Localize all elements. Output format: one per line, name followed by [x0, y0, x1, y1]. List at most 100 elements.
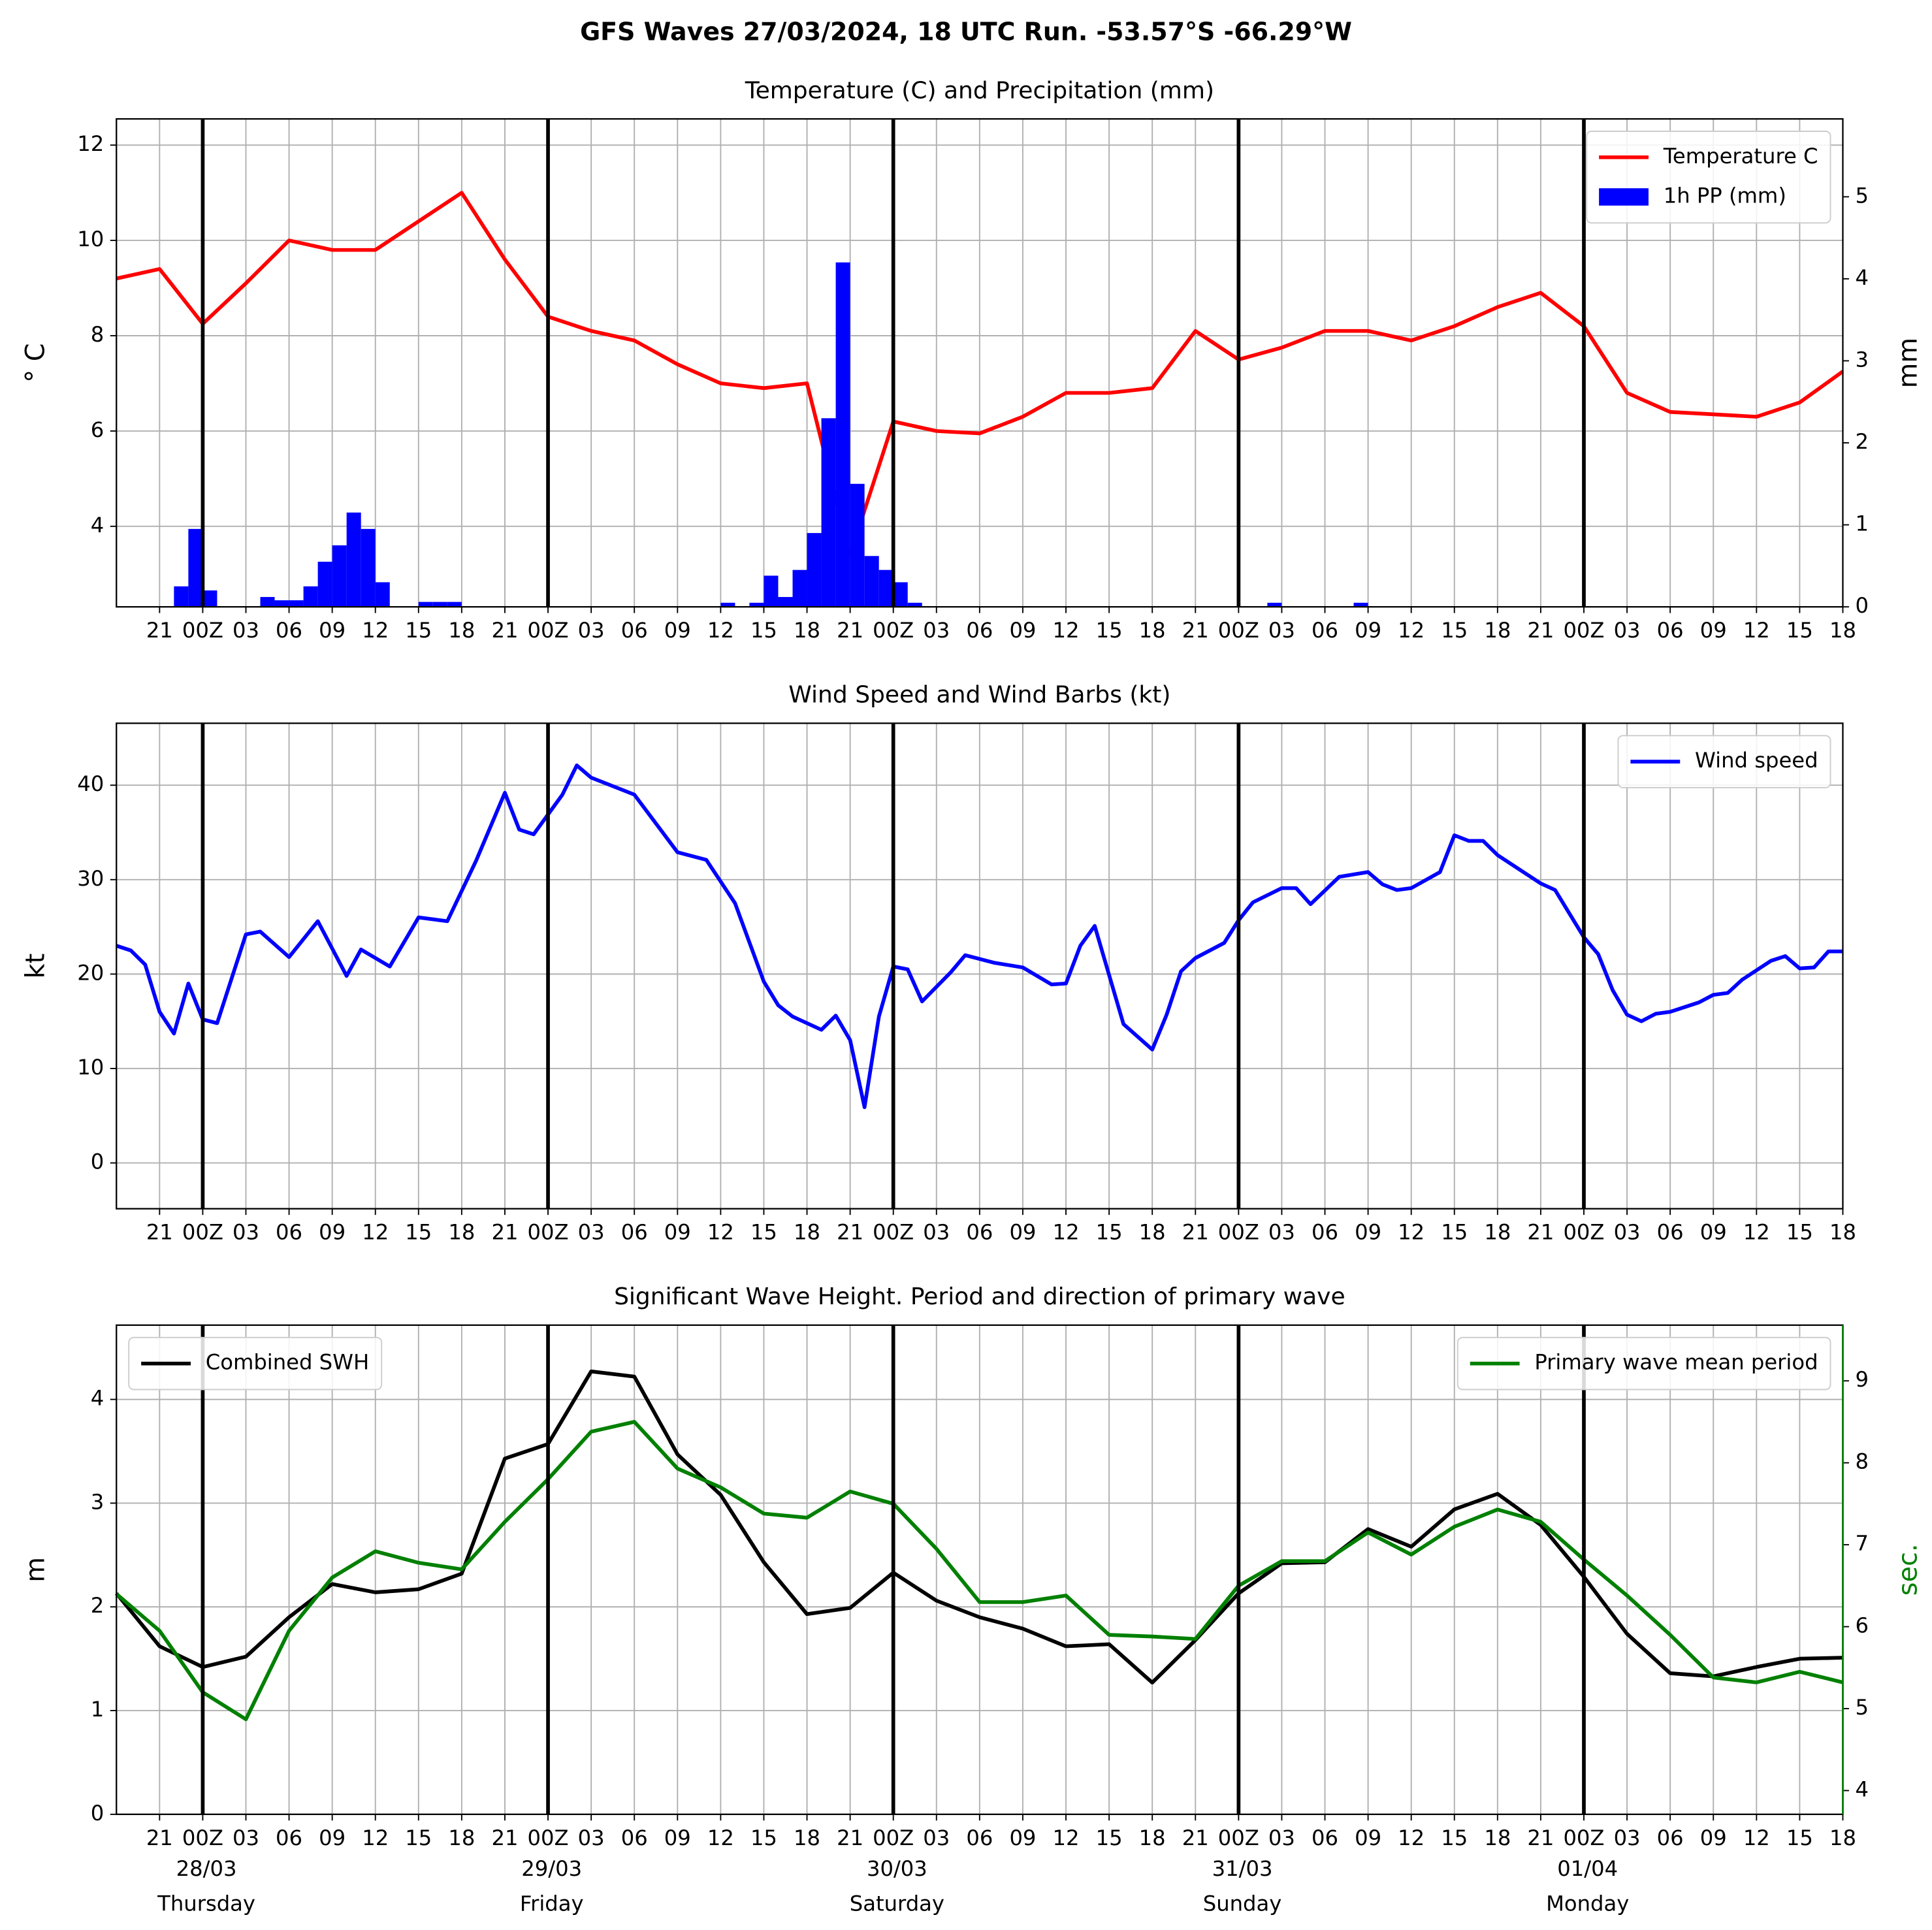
x-tick-label: 21: [1182, 1825, 1209, 1850]
legend: Temperature C 1h PP (mm): [1586, 131, 1831, 224]
x-tick-label: 12: [707, 1825, 734, 1850]
x-tick-label: 03: [1614, 1220, 1641, 1245]
x-tick-label: 09: [319, 618, 346, 643]
x-tick-label: 15: [1096, 618, 1123, 643]
precip-bar: [188, 528, 203, 607]
x-tick-label: 00Z: [873, 1825, 914, 1850]
y-tick-label: 0: [91, 1150, 105, 1174]
x-tick-label: 06: [966, 618, 993, 643]
precip-bar: [864, 556, 879, 607]
precip-bar: [174, 586, 189, 607]
series-line: [116, 764, 1843, 1110]
x-tick-label: 06: [276, 618, 302, 643]
x-tick-label: 21: [837, 1825, 863, 1850]
panel-title: Temperature (C) and Precipitation (mm): [745, 77, 1214, 104]
x-tick-label: 18: [1139, 1220, 1166, 1245]
legend-label: 1h PP (mm): [1664, 184, 1786, 208]
y2-tick-label: 6: [1855, 1613, 1869, 1638]
precip-bar: [720, 602, 735, 607]
y2-axis-label: mm: [1893, 338, 1923, 389]
legend: Primary wave mean period: [1457, 1336, 1831, 1391]
precip-bar: [821, 418, 836, 607]
y-tick-label: 30: [77, 866, 104, 891]
y2-tick-label: 4: [1855, 1777, 1869, 1801]
y2-tick-label: 9: [1855, 1367, 1869, 1392]
day-weekday: Thursday: [157, 1891, 255, 1916]
x-tick-label: 12: [1743, 1220, 1770, 1245]
precip-bar: [317, 562, 332, 607]
x-tick-label: 09: [1355, 618, 1381, 643]
x-tick-label: 21: [1527, 1825, 1554, 1850]
x-tick-label: 21: [1527, 618, 1554, 643]
x-tick-label: 18: [1829, 618, 1856, 643]
x-tick-label: 06: [1657, 618, 1684, 643]
x-tick-label: 00Z: [1563, 618, 1604, 643]
x-tick-label: 00Z: [1218, 1825, 1259, 1850]
x-tick-label: 06: [621, 1220, 648, 1245]
x-tick-label: 15: [405, 618, 432, 643]
precip-bar: [418, 602, 433, 607]
y2-tick-label: 5: [1855, 183, 1869, 208]
precip-bar: [346, 512, 361, 607]
series-line: [115, 1369, 1843, 1685]
x-tick-label: 03: [233, 618, 259, 643]
x-tick-label: 12: [1053, 1825, 1080, 1850]
x-tick-label: 21: [1182, 1220, 1209, 1245]
x-tick-label: 18: [1139, 618, 1166, 643]
x-tick-label: 09: [664, 1825, 691, 1850]
plot-frame: [116, 118, 1844, 608]
x-tick-label: 03: [1614, 1825, 1641, 1850]
x-tick-label: 03: [233, 1825, 259, 1850]
x-tick-label: 21: [837, 618, 863, 643]
x-tick-label: 18: [1139, 1825, 1166, 1850]
x-tick-label: 21: [146, 618, 173, 643]
x-tick-label: 06: [621, 1825, 648, 1850]
x-tick-label: 15: [1441, 618, 1468, 643]
x-tick-label: 03: [578, 618, 605, 643]
x-tick-label: 12: [362, 618, 389, 643]
day-weekday: Friday: [520, 1891, 584, 1916]
x-tick-label: 06: [621, 618, 648, 643]
precip-bar: [893, 582, 908, 607]
y-tick-label: 1: [91, 1697, 105, 1722]
x-tick-label: 09: [1009, 1220, 1036, 1245]
x-tick-label: 18: [794, 1825, 820, 1850]
y-tick-label: 4: [91, 513, 105, 538]
x-tick-label: 18: [1484, 618, 1511, 643]
x-tick-label: 09: [319, 1825, 346, 1850]
x-tick-label: 18: [1484, 1220, 1511, 1245]
x-tick-label: 09: [1700, 618, 1727, 643]
precip-bar: [792, 570, 807, 607]
x-tick-label: 09: [1009, 1825, 1036, 1850]
y-tick-label: 2: [91, 1593, 105, 1618]
x-tick-label: 09: [1009, 618, 1036, 643]
x-tick-label: 06: [276, 1825, 302, 1850]
x-tick-label: 21: [491, 1220, 518, 1245]
y2-tick-label: 7: [1855, 1531, 1869, 1556]
day-date: 30/03: [867, 1856, 927, 1881]
x-tick-label: 15: [750, 1220, 777, 1245]
y-tick-label: 6: [91, 417, 105, 442]
y2-tick-label: 1: [1855, 511, 1869, 536]
y2-axis-label: sec.: [1893, 1544, 1923, 1596]
x-tick-label: 18: [448, 1220, 475, 1245]
y-tick-label: 10: [77, 1055, 104, 1080]
y2-tick-label: 5: [1855, 1695, 1869, 1720]
x-tick-label: 18: [794, 1220, 820, 1245]
x-tick-label: 06: [1312, 618, 1338, 643]
x-tick-label: 12: [1743, 1825, 1770, 1850]
legend: Wind speed: [1617, 735, 1831, 788]
y2-tick-label: 2: [1855, 429, 1869, 454]
x-tick-label: 12: [362, 1825, 389, 1850]
precip-bar: [1353, 602, 1368, 607]
x-tick-label: 00Z: [1218, 618, 1259, 643]
day-weekday: Sunday: [1203, 1891, 1282, 1916]
y-tick-label: 8: [91, 322, 105, 347]
precip-bar: [749, 602, 764, 607]
y-tick-label: 40: [77, 771, 104, 796]
precip-bar: [778, 597, 793, 607]
precip-bar: [432, 602, 447, 607]
precip-bar: [907, 602, 922, 607]
y-tick-label: 10: [77, 227, 104, 251]
